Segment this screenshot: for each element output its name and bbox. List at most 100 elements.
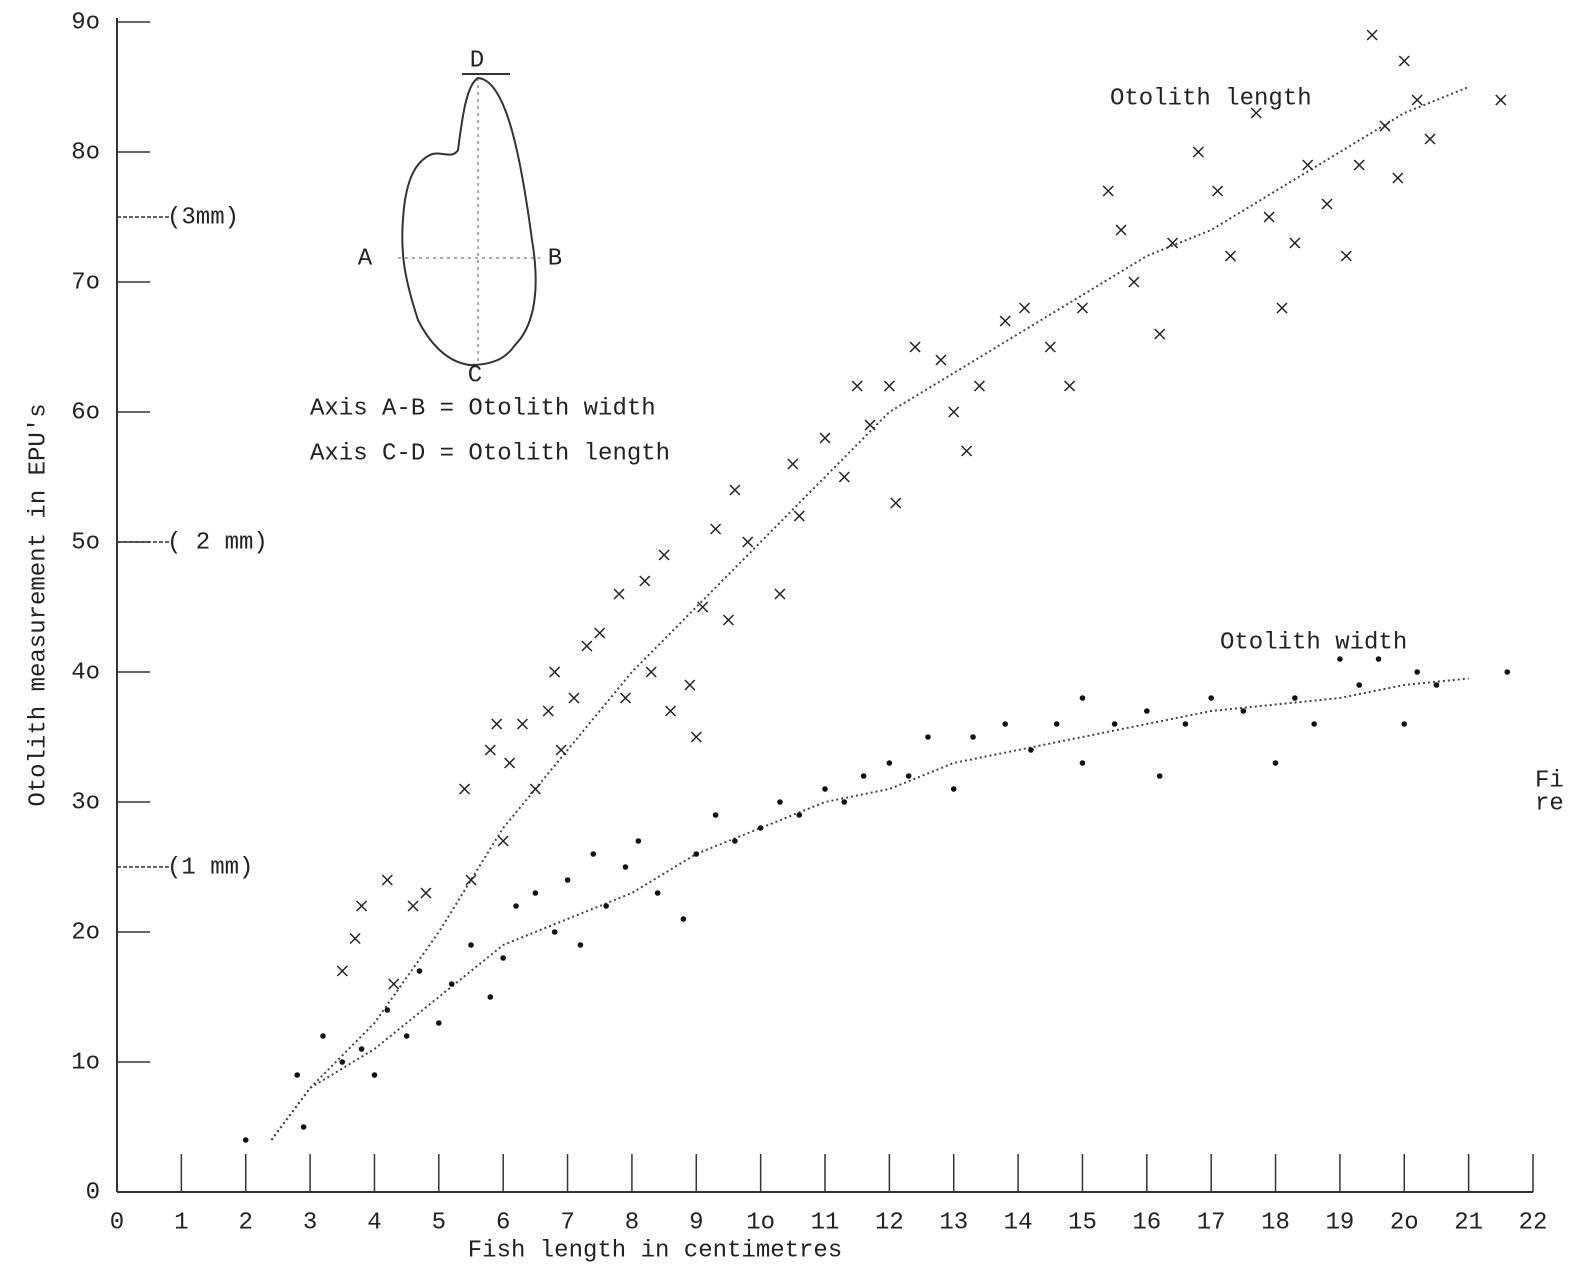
cross-point <box>1399 56 1409 66</box>
dot-point <box>565 877 571 883</box>
x-axis-label: Fish length in centimetres <box>468 1237 842 1264</box>
x-tick-label: 17 <box>1197 1209 1226 1236</box>
dot-point <box>1292 695 1298 701</box>
cross-point <box>949 407 959 417</box>
cross-point <box>743 537 753 547</box>
dot-point <box>636 838 642 844</box>
y-tick-label: 5o <box>71 529 100 556</box>
cross-point <box>1367 30 1377 40</box>
cross-point <box>1303 160 1313 170</box>
dot-point <box>417 968 423 974</box>
cross-point <box>1225 251 1235 261</box>
dot-point <box>552 929 558 935</box>
dot-point <box>681 916 687 922</box>
dot-point <box>1144 708 1150 714</box>
series-label: Otolith length <box>1110 85 1312 112</box>
dot-point <box>1183 721 1189 727</box>
dot-point <box>1401 721 1407 727</box>
dot-point <box>887 760 893 766</box>
cross-point <box>505 758 515 768</box>
x-tick-label: 2 <box>239 1209 253 1236</box>
trend-line <box>271 679 1468 1141</box>
cross-point <box>1213 186 1223 196</box>
dot-point <box>468 942 474 948</box>
x-tick-label: 3 <box>303 1209 317 1236</box>
cross-point <box>1103 186 1113 196</box>
x-tick-label: 15 <box>1068 1209 1097 1236</box>
y-tick-label: 9o <box>71 9 100 36</box>
x-tick-label: 18 <box>1261 1209 1290 1236</box>
dot-point <box>1311 721 1317 727</box>
y-axis-label: Otolith measurement in EPU's <box>25 403 52 806</box>
inset-label: A <box>358 245 373 272</box>
cross-point <box>1425 134 1435 144</box>
cross-point <box>646 667 656 677</box>
dot-point <box>623 864 629 870</box>
y-tick-label: 2o <box>71 919 100 946</box>
x-tick-label: 11 <box>811 1209 840 1236</box>
series-label: Otolith width <box>1220 629 1407 656</box>
dot-point <box>500 955 506 961</box>
cross-point <box>357 901 367 911</box>
cross-point <box>1065 381 1075 391</box>
cross-point <box>1322 199 1332 209</box>
dot-point <box>603 903 609 909</box>
x-tick-label: 8 <box>625 1209 639 1236</box>
y-tick-label: 6o <box>71 399 100 426</box>
cross-point <box>498 836 508 846</box>
cross-point <box>408 901 418 911</box>
dot-point <box>1080 760 1086 766</box>
cross-point <box>962 446 972 456</box>
x-tick-label: 6 <box>496 1209 510 1236</box>
dot-point <box>925 734 931 740</box>
otolith-diagram <box>398 74 540 365</box>
x-tick-label: 21 <box>1454 1209 1483 1236</box>
cross-point <box>698 602 708 612</box>
cross-point <box>492 719 502 729</box>
dot-point <box>777 799 783 805</box>
dot-point <box>796 812 802 818</box>
cross-point <box>685 680 695 690</box>
cross-point <box>337 966 347 976</box>
cross-point <box>1077 303 1087 313</box>
cross-point <box>1380 121 1390 131</box>
y-tick-label: 1o <box>71 1049 100 1076</box>
cross-point <box>1341 251 1351 261</box>
dot-point <box>732 838 738 844</box>
x-tick-label: 0 <box>110 1209 124 1236</box>
dot-point <box>488 994 494 1000</box>
cross-point <box>865 420 875 430</box>
dot-point <box>1028 747 1034 753</box>
cross-point <box>517 719 527 729</box>
y-tick-label: 4o <box>71 659 100 686</box>
dot-point <box>861 773 867 779</box>
cross-point <box>614 589 624 599</box>
cross-point <box>1290 238 1300 248</box>
otolith-outline <box>402 78 535 365</box>
dot-point <box>385 1007 391 1013</box>
dot-point <box>758 825 764 831</box>
inset-key: Axis A-B = Otolith width <box>310 395 656 422</box>
dot-point <box>1337 656 1343 662</box>
cross-point <box>1155 329 1165 339</box>
dot-point <box>359 1046 365 1052</box>
x-tick-label: 5 <box>432 1209 446 1236</box>
dot-point <box>590 851 596 857</box>
cross-point <box>1116 225 1126 235</box>
x-tick-label: 2o <box>1390 1209 1419 1236</box>
x-tick-label: 22 <box>1519 1209 1548 1236</box>
cross-point <box>666 706 676 716</box>
dot-point <box>372 1072 378 1078</box>
cross-point <box>1000 316 1010 326</box>
cut-text: re <box>1535 790 1564 817</box>
inset-key: Axis C-D = Otolith length <box>310 440 670 467</box>
dot-point <box>320 1033 326 1039</box>
x-tick-label: 14 <box>1004 1209 1033 1236</box>
x-tick-label: 4 <box>367 1209 381 1236</box>
dot-point <box>655 890 661 896</box>
dot-point <box>1434 682 1440 688</box>
dot-point <box>1273 760 1279 766</box>
cross-point <box>460 784 470 794</box>
cross-point <box>389 979 399 989</box>
y-tick-label: 3o <box>71 789 100 816</box>
